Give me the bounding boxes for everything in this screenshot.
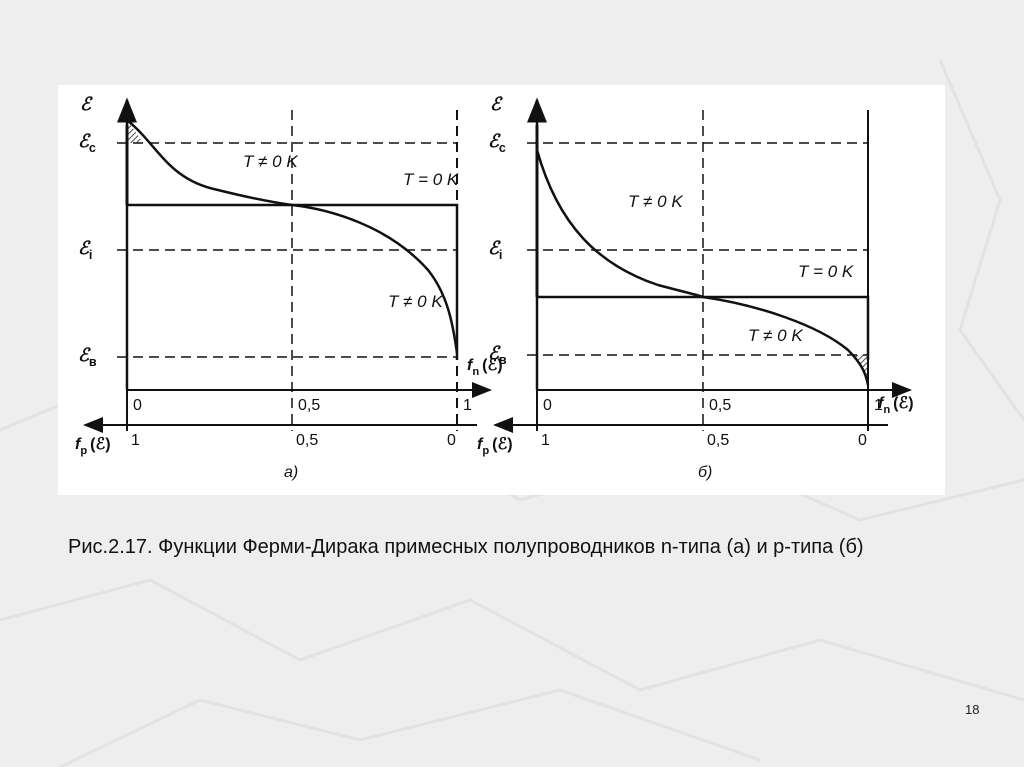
argument: (ℰ) [492, 436, 512, 453]
scale-label: 0,5 [707, 432, 729, 449]
fp-label: fp (ℰ) [75, 436, 111, 457]
subscript: i [499, 248, 503, 262]
subscript: в [499, 353, 507, 367]
y-axis-label: ℰ [490, 94, 503, 114]
scale-label: 0 [447, 432, 456, 449]
subscript: n [883, 404, 890, 416]
argument: (ℰ) [893, 395, 913, 412]
curve-label: T = 0 K [798, 262, 854, 281]
hatch [853, 355, 868, 385]
y-axis-label: ℰ [80, 94, 93, 114]
symbol: f [477, 436, 484, 453]
curve-label: T ≠ 0 K [388, 292, 443, 311]
fp-label: fp (ℰ) [477, 436, 513, 457]
argument: (ℰ) [90, 436, 110, 453]
scale-label: 1 [874, 397, 883, 414]
hatch [127, 120, 143, 143]
symbol: ℰ [78, 345, 91, 365]
symbol: ℰ [78, 131, 91, 151]
caption: Рис.2.17. Функции Ферми-Дирака примесных… [68, 536, 864, 558]
level-label: ℰi [488, 238, 502, 262]
symbol: ℰ [490, 94, 503, 114]
fermi-curve [535, 149, 870, 386]
symbol: ℰ [80, 94, 93, 114]
symbol: f [878, 395, 885, 412]
level-label: ℰc [488, 131, 506, 155]
fn-label: fn (ℰ) [878, 395, 914, 416]
symbol: f [467, 357, 474, 374]
fn-label: fn (ℰ) [467, 357, 503, 378]
symbol: ℰ [488, 131, 501, 151]
scale-label: 0,5 [296, 432, 318, 449]
symbol: ℰ [488, 238, 501, 258]
subscript: p [80, 445, 87, 457]
scale-label: 0,5 [709, 397, 731, 414]
subscript: в [89, 355, 97, 369]
curve-label: T = 0 K [403, 170, 459, 189]
curve-label: T ≠ 0 K [748, 326, 803, 345]
scale-label: 0,5 [298, 397, 320, 414]
subscript: n [472, 366, 479, 378]
curve-label: T ≠ 0 K [628, 192, 683, 211]
panel-caption: а) [284, 464, 298, 481]
argument: (ℰ) [482, 357, 502, 374]
fermi-curve [126, 119, 459, 354]
level-label: ℰc [78, 131, 96, 155]
symbol: ℰ [78, 238, 91, 258]
scale-label: 1 [131, 432, 140, 449]
level-label: ℰв [78, 345, 97, 369]
subscript: c [499, 141, 506, 155]
scale-label: 0 [858, 432, 867, 449]
scale-label: 0 [543, 397, 552, 414]
subscript: i [89, 248, 93, 262]
step-function [127, 203, 459, 360]
symbol: f [75, 436, 82, 453]
subscript: c [89, 141, 96, 155]
curve-label: T ≠ 0 K [243, 152, 298, 171]
scale-label: 1 [463, 397, 472, 414]
page-number: 18 [965, 702, 980, 717]
panel-caption: б) [698, 464, 712, 481]
scale-label: 1 [541, 432, 550, 449]
scale-label: 0 [133, 397, 142, 414]
level-label: ℰi [78, 238, 92, 262]
subscript: p [482, 445, 489, 457]
symbol: ℰ [488, 343, 501, 363]
step-function [537, 295, 870, 360]
level-label: ℰв [488, 343, 507, 367]
